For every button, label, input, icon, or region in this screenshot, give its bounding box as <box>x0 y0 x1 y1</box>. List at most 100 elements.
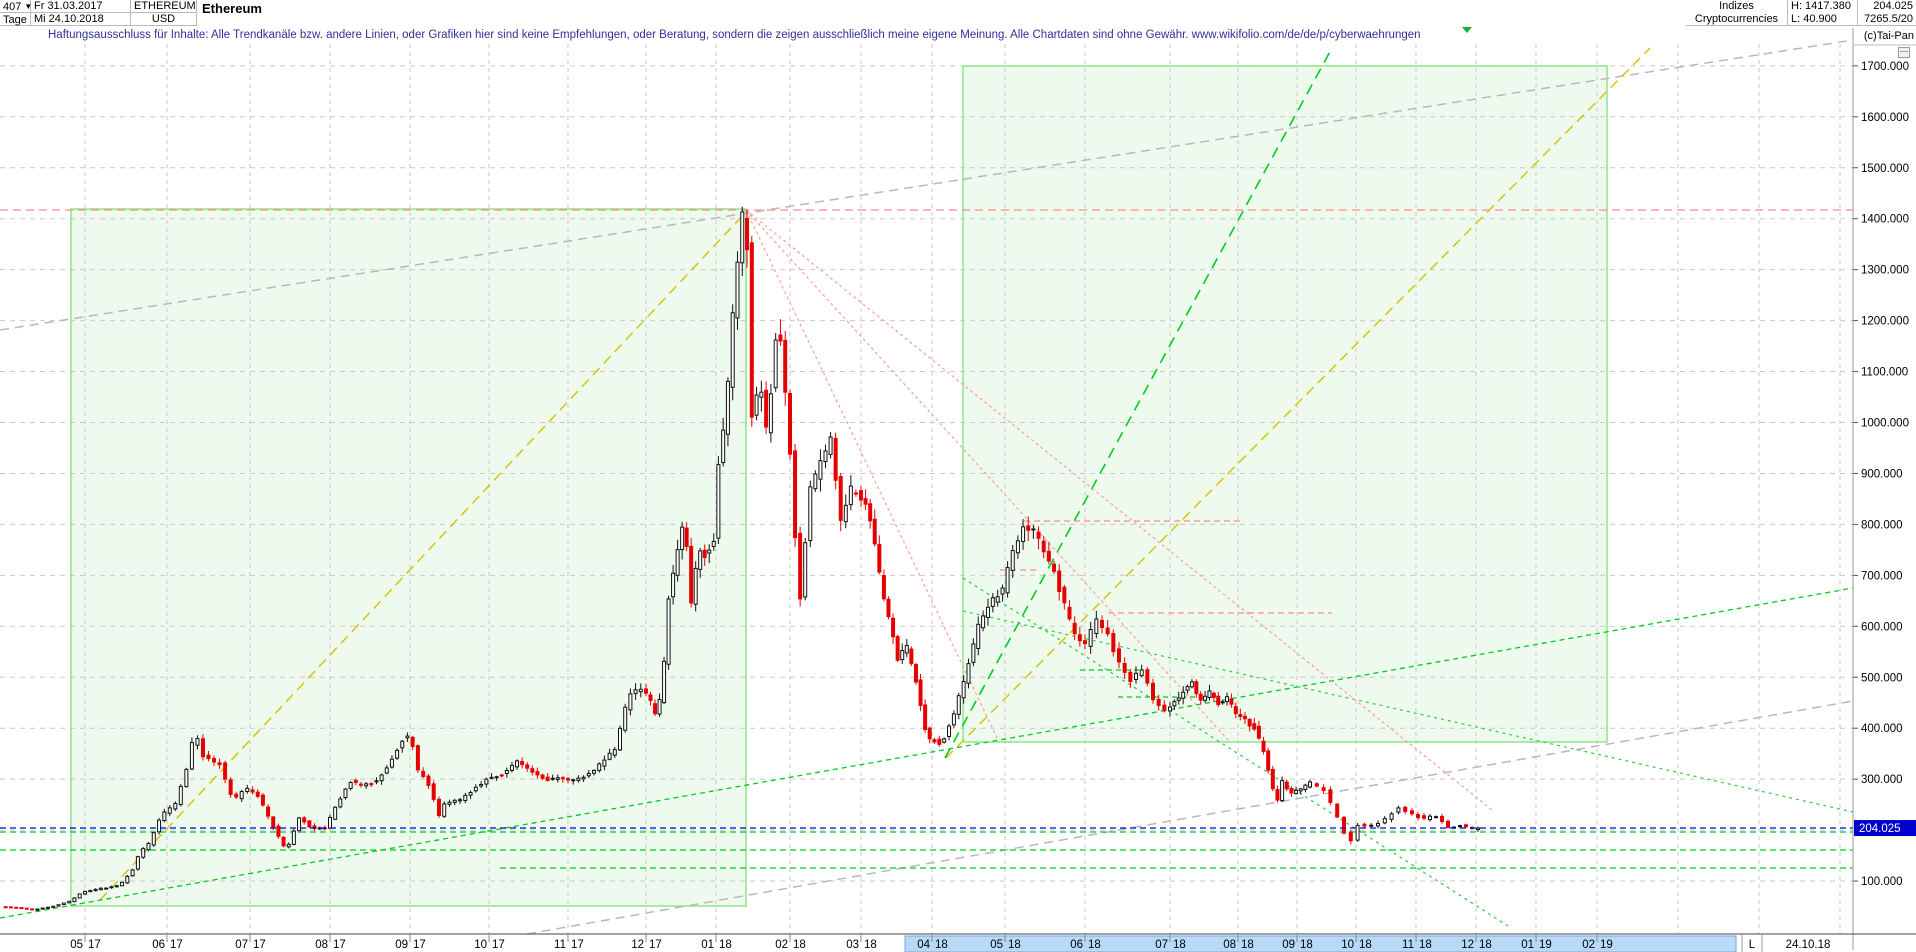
x-axis-month-label: 06 <box>152 939 165 951</box>
candle-down <box>1156 698 1161 706</box>
candle-down <box>410 736 415 747</box>
candle-up <box>1207 690 1212 699</box>
x-axis-year-label: 18 <box>1008 939 1021 951</box>
candle-down <box>1122 662 1127 673</box>
y-axis-label: 100.000 <box>1861 876 1903 888</box>
candle-up <box>1189 681 1194 688</box>
pink-fan-1 <box>745 209 1000 743</box>
candle-down <box>932 739 937 743</box>
candle-up <box>576 777 581 781</box>
candle-up <box>1369 824 1374 827</box>
candle-up <box>597 763 602 771</box>
candle-down <box>1145 669 1150 684</box>
candle-down <box>1422 815 1426 819</box>
candle-down <box>1362 823 1367 827</box>
x-axis-year-label: 17 <box>88 939 101 951</box>
candle-down <box>3 906 8 909</box>
candle-up <box>623 706 628 731</box>
candle-up <box>56 904 61 907</box>
candle-up <box>947 725 952 737</box>
candle-down <box>749 242 754 418</box>
x-axis-month-label: 02 <box>775 939 788 951</box>
high-value: H: 1417.380 <box>1788 0 1858 13</box>
candle-up <box>1185 686 1190 691</box>
candle-down <box>872 518 877 545</box>
candle-up <box>173 802 178 810</box>
date-from-field[interactable]: Fr 31.03.2017 <box>31 0 131 13</box>
candle-up <box>956 695 961 715</box>
y-axis-label: 1400.000 <box>1861 214 1909 226</box>
minimize-icon[interactable] <box>1898 47 1910 58</box>
x-axis-highlight-band <box>904 935 1737 952</box>
candle-up <box>607 752 612 760</box>
candle-down <box>1270 768 1275 790</box>
candle-down <box>1266 750 1271 771</box>
candle-up <box>1005 567 1010 594</box>
index-group-row2[interactable]: Cryptocurrencies <box>1686 13 1788 26</box>
candle-up <box>405 735 410 739</box>
candle-down <box>909 648 914 665</box>
candle-up <box>662 660 667 704</box>
candle-down <box>1216 695 1221 706</box>
candle-up <box>98 887 103 891</box>
candle-down <box>863 498 868 505</box>
last-price-badge-label: 204.025 <box>1859 823 1901 835</box>
candle-up <box>484 778 489 785</box>
candle-down <box>1328 789 1333 803</box>
candle-down <box>1464 824 1468 828</box>
candle-down <box>1440 815 1444 822</box>
x-axis-year-label: 17 <box>170 939 183 951</box>
candle-up <box>1172 701 1177 707</box>
candle-up <box>904 644 909 654</box>
candle-down <box>1072 622 1077 635</box>
x-axis-year-label: 19 <box>1600 939 1613 951</box>
candle-down <box>644 688 648 694</box>
candle-down <box>1403 806 1408 812</box>
candle-down <box>14 906 19 909</box>
candle-up <box>823 450 828 463</box>
candle-down <box>1342 816 1346 834</box>
candle-down <box>1289 787 1294 794</box>
date-to-field[interactable]: Mi 24.10.2018 <box>31 13 131 26</box>
candle-up <box>730 312 735 388</box>
candle-up <box>754 394 759 416</box>
candle-down <box>30 908 35 911</box>
candle-down <box>838 476 843 521</box>
candle-up <box>976 623 981 650</box>
candle-up <box>120 881 125 887</box>
candle-down <box>431 783 436 800</box>
yellow-uptrend-2018 <box>945 47 1651 759</box>
candle-up <box>1382 818 1387 824</box>
y-axis-label: 1500.000 <box>1861 163 1909 175</box>
candle-up <box>93 888 98 892</box>
candle-down <box>1041 540 1046 553</box>
index-group-row1[interactable]: Indizes <box>1686 0 1788 13</box>
candle-up <box>721 429 726 464</box>
candle-up <box>473 786 478 792</box>
x-axis-month-label: 08 <box>1223 939 1236 951</box>
bars-count-dropdown[interactable]: 407 ▼ <box>0 0 32 13</box>
candle-up <box>1280 780 1285 802</box>
gray-resistance-upper <box>0 39 1854 331</box>
candle-up <box>374 780 379 783</box>
secondary-value: 7265.5/20 <box>1858 13 1916 26</box>
candle-up <box>555 777 560 780</box>
x-axis-year-label: 18 <box>793 939 806 951</box>
candle-down <box>1194 681 1199 695</box>
candle-up <box>379 774 384 782</box>
candle-up <box>1021 526 1026 542</box>
last-price-value: 204.025 <box>1858 0 1916 13</box>
candle-up <box>571 779 576 782</box>
x-axis-year-label: 17 <box>333 939 346 951</box>
candle-up <box>109 886 114 889</box>
y-axis-label: 1300.000 <box>1861 265 1909 277</box>
fib-box-2018 <box>962 65 1608 743</box>
candle-up <box>141 848 146 858</box>
candle-up <box>1355 824 1360 841</box>
candle-down <box>1077 634 1082 642</box>
candle-down <box>1229 698 1234 705</box>
x-axis-month-label: 11 <box>1402 939 1414 951</box>
candle-up <box>675 549 680 576</box>
